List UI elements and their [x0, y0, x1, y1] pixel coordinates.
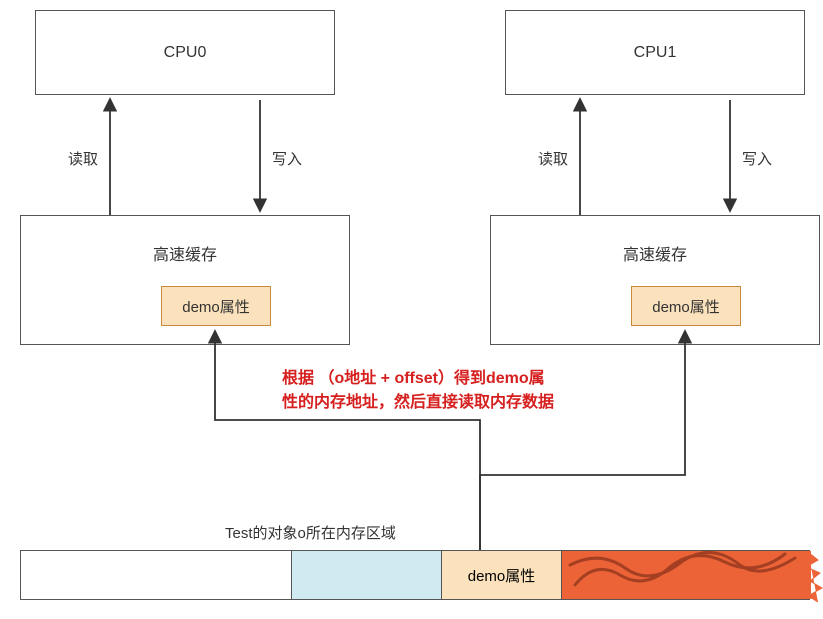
memory-title: Test的对象o所在内存区域 — [225, 522, 396, 543]
cache1-box: 高速缓存 demo属性 — [490, 215, 820, 345]
cache0-demo-chip: demo属性 — [161, 286, 271, 326]
cache1-label: 高速缓存 — [491, 241, 819, 265]
cache1-demo-chip: demo属性 — [631, 286, 741, 326]
seg-blue — [291, 551, 441, 599]
cpu1-label: CPU1 — [634, 44, 677, 62]
annotation-line2: 性的内存地址，然后直接读取内存数据 — [282, 391, 554, 415]
cpu0-box: CPU0 — [35, 10, 335, 95]
write0-label: 写入 — [272, 148, 302, 169]
cache0-label: 高速缓存 — [21, 241, 349, 265]
cache0-chip-label: demo属性 — [182, 296, 250, 317]
read0-label: 读取 — [68, 148, 98, 169]
annotation-line1: 根据 （o地址 + offset）得到demo属 — [282, 367, 554, 391]
arrow-mem-to-cache0 — [215, 332, 480, 550]
memory-bar: demo属性 — [20, 550, 810, 600]
read1-label: 读取 — [538, 148, 568, 169]
seg-orange — [561, 551, 811, 599]
seg-demo-label: demo属性 — [468, 565, 536, 586]
cache1-chip-label: demo属性 — [652, 296, 720, 317]
seg-blank — [21, 551, 291, 599]
annotation-text: 根据 （o地址 + offset）得到demo属 性的内存地址，然后直接读取内存… — [282, 367, 554, 415]
cpu1-box: CPU1 — [505, 10, 805, 95]
seg-demo: demo属性 — [441, 551, 561, 599]
write1-label: 写入 — [742, 148, 772, 169]
cpu0-label: CPU0 — [164, 44, 207, 62]
arrow-mem-to-cache1 — [480, 332, 685, 550]
cache0-box: 高速缓存 demo属性 — [20, 215, 350, 345]
